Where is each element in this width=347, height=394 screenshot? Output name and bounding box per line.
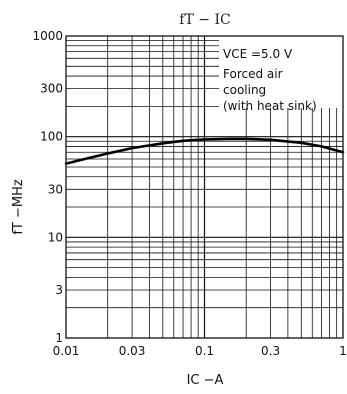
chart-title: fT − IC [179, 12, 230, 28]
y-tick-label: 300 [40, 82, 63, 96]
annotation-line4: (with heat sink) [223, 99, 317, 113]
annotation-background [219, 36, 343, 108]
y-tick-label: 1000 [32, 29, 63, 43]
annotation-line3: cooling [223, 83, 266, 97]
tick-labels-layer: 0.01 0.03 0.1 0.3 1 1 3 10 30 100 300 1000 [32, 29, 346, 358]
x-tick-label: 1 [339, 344, 347, 358]
series-line-0 [64, 137, 345, 165]
y-tick-label: 10 [48, 230, 63, 244]
x-tick-label: 0.03 [119, 344, 146, 358]
annotation-vce: VCE =5.0 V [223, 47, 293, 61]
x-tick-label: 0.1 [195, 344, 214, 358]
annotation-line2: Forced air [223, 67, 283, 81]
y-tick-label: 100 [40, 130, 63, 144]
x-axis-label: IC −A [187, 373, 224, 388]
y-axis-label: fT −MHz [11, 179, 26, 235]
plot-frame [65, 35, 344, 339]
y-tick-label: 3 [55, 283, 63, 297]
series-layer [64, 137, 345, 165]
x-tick-label: 0.3 [261, 344, 280, 358]
y-tick-label: 30 [48, 182, 63, 196]
x-tick-label: 0.01 [53, 344, 80, 358]
y-tick-label: 1 [55, 331, 63, 345]
